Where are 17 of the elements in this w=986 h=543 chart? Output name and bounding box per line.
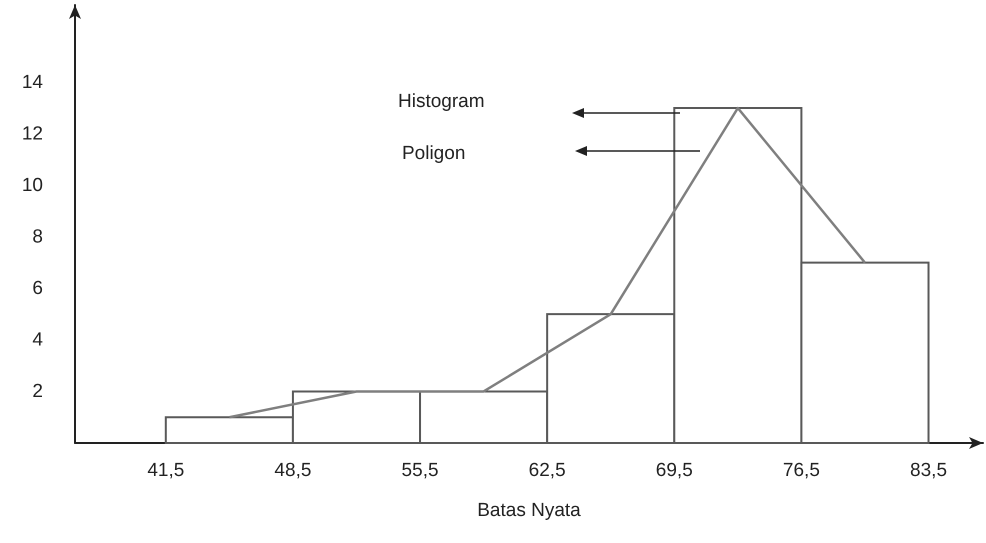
- x-tick-label: 83,5: [910, 460, 948, 481]
- y-tick-label: 14: [22, 72, 44, 93]
- y-tick-label: 12: [22, 123, 43, 144]
- x-tick-label: 55,5: [402, 460, 439, 481]
- y-tick-label: 4: [32, 329, 44, 350]
- x-tick-label: 62,5: [528, 460, 566, 481]
- x-tick-label: 48,5: [274, 460, 312, 481]
- x-axis-title: Batas Nyata: [477, 500, 582, 521]
- y-tick-label: 10: [22, 174, 43, 196]
- annotation: Histogram: [398, 91, 485, 112]
- x-tick-label: 41,5: [147, 460, 184, 481]
- x-tick-label: 69,5: [656, 460, 693, 481]
- annotation: Poligon: [402, 143, 466, 164]
- y-tick-label: 6: [32, 278, 43, 299]
- y-tick-label: 2: [32, 380, 43, 402]
- x-tick-label: 76,5: [782, 460, 820, 481]
- y-tick-label: 8: [32, 226, 43, 248]
